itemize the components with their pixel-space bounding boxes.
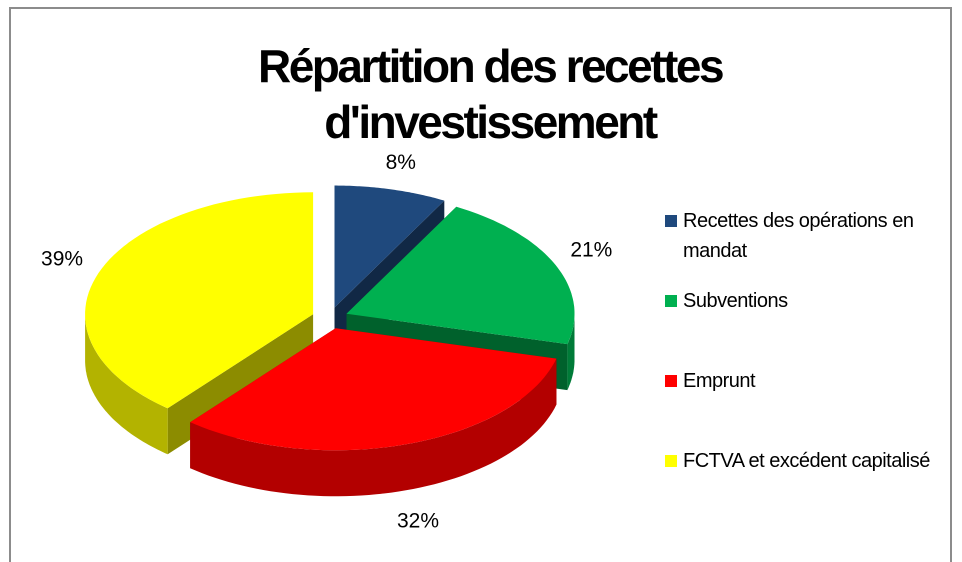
slice-wall	[567, 313, 575, 391]
legend-item: FCTVA et excédent capitalisé	[663, 446, 943, 526]
legend-swatch	[665, 375, 677, 387]
legend-item: Subventions	[663, 286, 943, 366]
chart-title: Répartition des recettes d'investissemen…	[257, 40, 725, 148]
legend-swatch	[665, 215, 677, 227]
legend-item: Recettes des opérations en mandat	[663, 206, 943, 286]
slice	[346, 206, 575, 345]
legend-swatch	[665, 455, 677, 467]
slice	[190, 328, 557, 451]
legend-swatch	[665, 295, 677, 307]
slice	[334, 185, 445, 308]
slice-wall	[85, 314, 168, 455]
legend: Recettes des opérations en mandat Subvent…	[663, 206, 943, 526]
data-label: 21%	[570, 239, 612, 262]
slice	[85, 192, 314, 409]
legend-item: Emprunt	[663, 366, 943, 446]
legend-label: FCTVA et excédent capitalisé	[683, 450, 930, 472]
legend-label: Emprunt	[683, 370, 756, 392]
data-label: 8%	[386, 151, 416, 174]
data-label: 39%	[41, 248, 83, 271]
data-label: 32%	[397, 510, 439, 533]
frame	[9, 7, 952, 562]
slice-wall	[190, 358, 557, 497]
legend-label: Subventions	[683, 290, 788, 312]
legend-label: Recettes des opérations en mandat	[683, 210, 914, 262]
